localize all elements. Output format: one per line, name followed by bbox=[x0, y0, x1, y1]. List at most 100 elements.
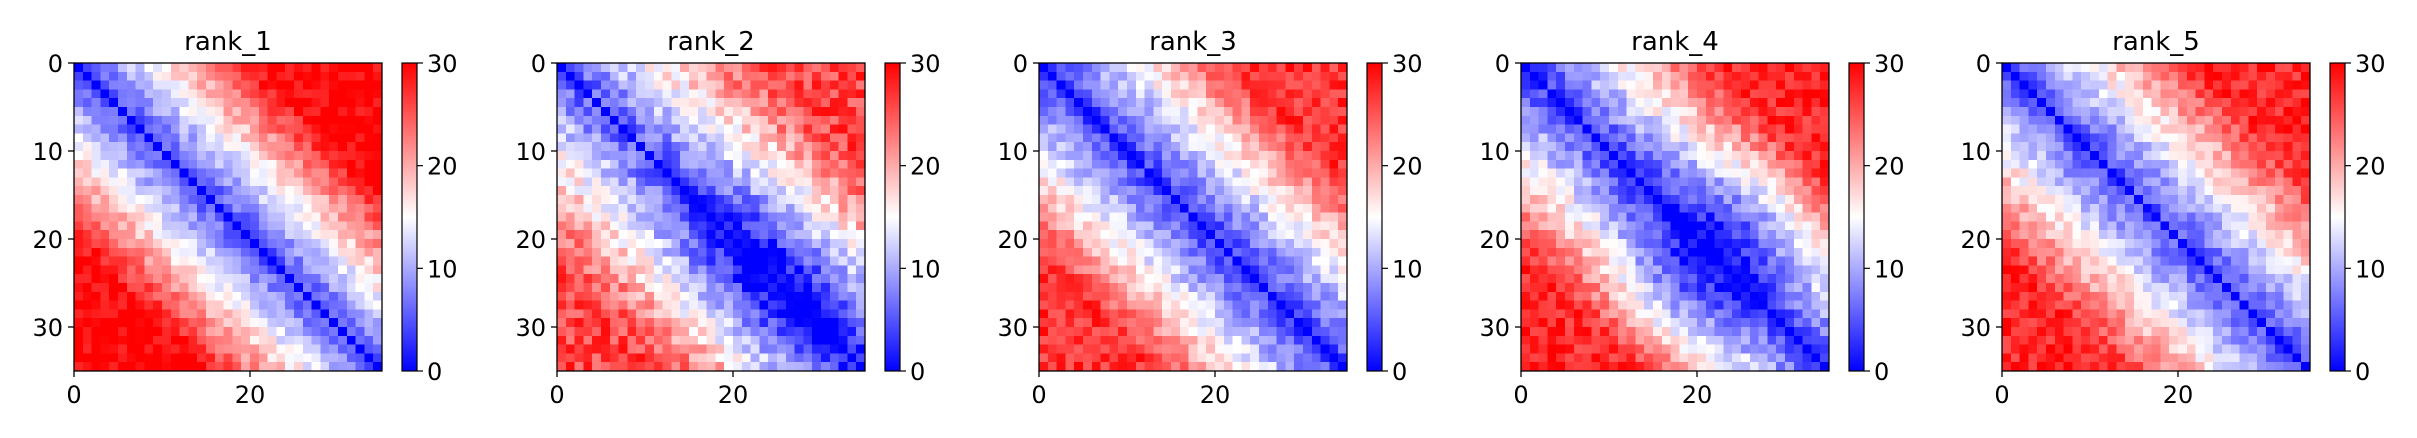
heatmap-cell bbox=[1697, 327, 1707, 337]
heatmap-cell bbox=[258, 203, 269, 214]
heatmap-cell bbox=[1573, 195, 1584, 205]
heatmap-cell bbox=[715, 318, 725, 328]
heatmap-cell bbox=[1250, 203, 1260, 214]
heatmap-cell bbox=[188, 63, 198, 73]
heatmap-cell bbox=[1294, 309, 1304, 319]
heatmap-cell bbox=[1547, 344, 1557, 354]
heatmap-cell bbox=[750, 274, 760, 284]
heatmap-cell bbox=[179, 309, 189, 319]
heatmap-cell bbox=[1591, 344, 1601, 354]
heatmap-cell bbox=[1127, 63, 1137, 73]
heatmap-cell bbox=[671, 168, 681, 178]
heatmap-cell bbox=[759, 124, 769, 134]
heatmap-cell bbox=[1144, 335, 1154, 346]
heatmap-cell bbox=[1705, 265, 1716, 275]
heatmap-cell bbox=[1529, 318, 1540, 328]
heatmap-cell bbox=[1329, 203, 1339, 214]
heatmap-cell bbox=[188, 221, 198, 231]
heatmap-cell bbox=[1635, 80, 1645, 90]
heatmap-cell bbox=[1294, 71, 1304, 82]
heatmap-cell bbox=[302, 80, 313, 90]
heatmap-cell bbox=[1250, 247, 1260, 258]
heatmap-cell bbox=[785, 212, 796, 222]
heatmap-cell bbox=[364, 327, 374, 337]
heatmap-cell bbox=[1294, 151, 1304, 161]
heatmap-cell bbox=[329, 230, 339, 240]
heatmap-cell bbox=[355, 80, 365, 90]
heatmap-cell bbox=[583, 265, 593, 275]
heatmap-cell bbox=[1320, 133, 1330, 143]
heatmap-cell bbox=[1591, 256, 1601, 266]
heatmap-cells bbox=[557, 63, 866, 372]
axes-frame bbox=[1520, 62, 1830, 372]
heatmap-cell bbox=[574, 230, 584, 240]
heatmap-cell bbox=[1241, 107, 1251, 117]
heatmap-cell bbox=[285, 107, 295, 117]
heatmap-cell bbox=[1573, 221, 1584, 231]
heatmap-cell bbox=[1127, 107, 1137, 117]
heatmap-cell bbox=[144, 221, 154, 231]
heatmap-cell bbox=[311, 142, 321, 152]
heatmap-cell bbox=[338, 283, 348, 293]
heatmap-cell bbox=[697, 98, 708, 108]
heatmap-cell bbox=[1617, 327, 1628, 337]
heatmap-cell bbox=[680, 107, 690, 117]
heatmap-cell bbox=[1259, 318, 1269, 328]
heatmap-cell bbox=[1065, 212, 1075, 222]
heatmap-cell bbox=[1179, 80, 1190, 90]
heatmap-cell bbox=[1538, 362, 1548, 372]
heatmap-cell bbox=[1179, 291, 1190, 302]
heatmap-cell bbox=[1556, 186, 1566, 196]
heatmap-cell bbox=[1679, 247, 1689, 258]
heatmap-cell bbox=[223, 63, 233, 73]
heatmap-cell bbox=[1320, 283, 1330, 293]
heatmap-cell bbox=[812, 71, 822, 82]
heatmap-cell bbox=[1250, 230, 1260, 240]
heatmap-cell bbox=[724, 71, 734, 82]
heatmap-cell bbox=[1820, 151, 1830, 161]
heatmap-cell bbox=[1320, 89, 1330, 99]
heatmap-cell bbox=[74, 212, 84, 222]
heatmap-cell bbox=[1538, 80, 1548, 90]
heatmap-cell bbox=[1206, 265, 1216, 275]
heatmap-cell bbox=[1250, 283, 1260, 293]
heatmap-cell bbox=[1276, 195, 1286, 205]
heatmap-cell bbox=[302, 327, 313, 337]
heatmap-cell bbox=[1320, 344, 1330, 354]
heatmap-cell bbox=[1679, 265, 1689, 275]
heatmap-cell bbox=[1065, 256, 1075, 266]
heatmap-cell bbox=[557, 318, 567, 328]
heatmap-cell bbox=[1670, 186, 1680, 196]
heatmap-cell bbox=[1109, 89, 1119, 99]
heatmap-cell bbox=[250, 203, 260, 214]
heatmap-cell bbox=[364, 71, 374, 82]
heatmap-cell bbox=[1547, 362, 1557, 372]
heatmap-cell bbox=[1679, 80, 1689, 90]
heatmap-cell bbox=[1617, 309, 1628, 319]
heatmap-cell bbox=[1276, 335, 1286, 346]
heatmap-cell bbox=[741, 195, 752, 205]
heatmap-cell bbox=[1223, 203, 1234, 214]
heatmap-cell bbox=[856, 247, 866, 258]
heatmap-cell bbox=[1617, 177, 1628, 187]
heatmap-cell bbox=[1267, 283, 1278, 293]
heatmap-cell bbox=[645, 327, 655, 337]
heatmap-cell bbox=[1303, 142, 1313, 152]
heatmap-cell bbox=[1320, 274, 1330, 284]
heatmap-cell bbox=[1118, 353, 1128, 363]
heatmap-cell bbox=[1679, 186, 1689, 196]
heatmap-cell bbox=[856, 291, 866, 302]
heatmap-cell bbox=[1723, 247, 1733, 258]
heatmap-cell bbox=[1793, 89, 1804, 99]
heatmap-cell bbox=[74, 362, 84, 372]
heatmap-cell bbox=[557, 274, 567, 284]
heatmap-cell bbox=[565, 203, 576, 214]
heatmap-cell bbox=[1056, 98, 1066, 108]
heatmap-cell bbox=[618, 63, 628, 73]
heatmap-cell bbox=[1153, 274, 1163, 284]
heatmap-cell bbox=[794, 159, 804, 170]
heatmap-cell bbox=[829, 230, 840, 240]
heatmap-cell bbox=[1215, 98, 1225, 108]
heatmap-cell bbox=[1556, 80, 1566, 90]
heatmap-cell bbox=[1135, 239, 1146, 249]
